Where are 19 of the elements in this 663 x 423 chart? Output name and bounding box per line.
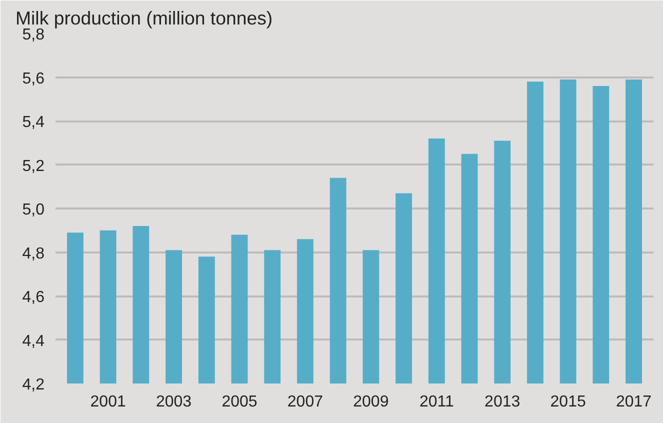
x-tick-label: 2007 (287, 394, 324, 410)
y-tick-label: 4,4 (22, 332, 45, 350)
y-axis-title: Milk production (million tonnes) (16, 8, 273, 28)
y-tick-label: 4,6 (22, 289, 45, 306)
x-tick-label: 2001 (90, 394, 126, 410)
y-tick-label: 5,0 (22, 202, 45, 218)
x-tick-label: 2015 (550, 394, 586, 410)
x-tick-label: 2005 (222, 394, 258, 410)
x-tick-label: 2013 (484, 394, 520, 410)
y-tick-label: 5,6 (22, 70, 45, 88)
y-tick-label: 5,4 (22, 114, 45, 131)
x-tick-label: 2003 (156, 394, 192, 410)
y-tick-label: 5,2 (22, 158, 45, 175)
y-tick-label: 4,2 (22, 376, 45, 394)
x-tick-label: 2011 (419, 394, 454, 410)
x-tick-label: 2017 (616, 394, 652, 410)
y-tick-label: 5,8 (22, 26, 45, 44)
x-tick-label: 2009 (353, 394, 389, 410)
y-tick-label: 4,8 (22, 245, 45, 262)
